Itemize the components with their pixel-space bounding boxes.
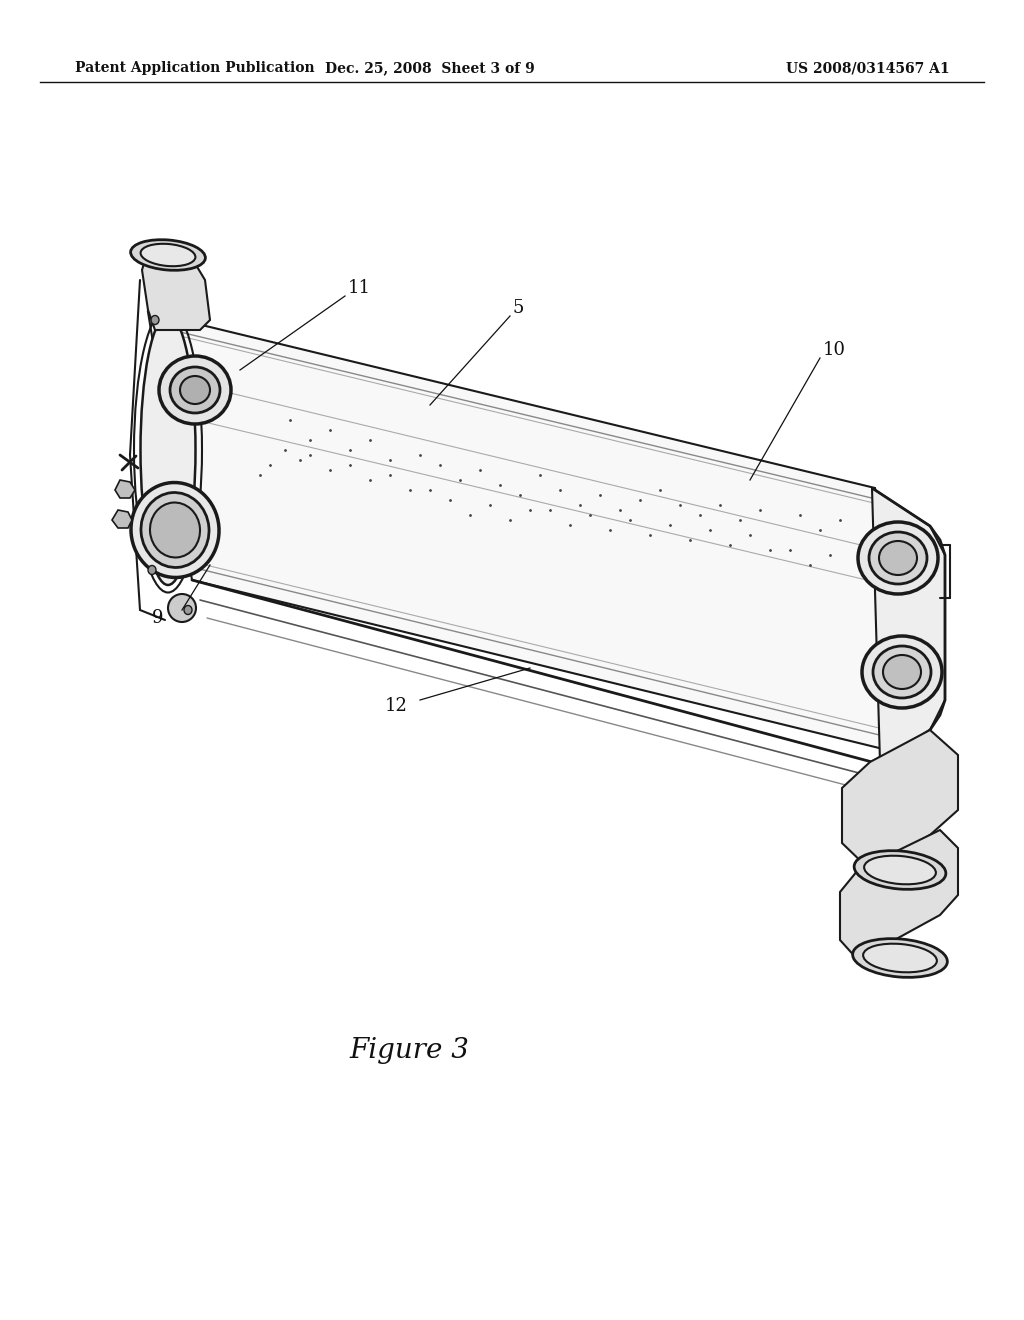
Ellipse shape xyxy=(853,939,947,977)
Ellipse shape xyxy=(883,655,921,689)
Ellipse shape xyxy=(879,541,918,576)
Text: 11: 11 xyxy=(348,279,371,297)
Text: 5: 5 xyxy=(513,300,524,317)
Text: 10: 10 xyxy=(823,341,846,359)
Ellipse shape xyxy=(864,855,936,884)
Ellipse shape xyxy=(168,594,196,622)
Ellipse shape xyxy=(131,483,219,577)
Polygon shape xyxy=(115,480,135,498)
Polygon shape xyxy=(842,730,958,870)
Text: Patent Application Publication: Patent Application Publication xyxy=(75,61,314,75)
Text: 9: 9 xyxy=(152,609,164,627)
Text: US 2008/0314567 A1: US 2008/0314567 A1 xyxy=(786,61,950,75)
Ellipse shape xyxy=(148,565,156,574)
Text: 12: 12 xyxy=(385,697,408,715)
Ellipse shape xyxy=(184,606,193,615)
Ellipse shape xyxy=(869,532,927,583)
Text: Figure 3: Figure 3 xyxy=(349,1036,470,1064)
Polygon shape xyxy=(840,830,958,960)
Ellipse shape xyxy=(862,636,942,708)
Ellipse shape xyxy=(170,367,220,413)
Ellipse shape xyxy=(150,503,200,557)
Ellipse shape xyxy=(151,315,159,325)
Ellipse shape xyxy=(140,315,196,585)
Ellipse shape xyxy=(863,944,937,973)
Polygon shape xyxy=(112,510,132,528)
Ellipse shape xyxy=(140,244,196,267)
Ellipse shape xyxy=(159,356,231,424)
Ellipse shape xyxy=(854,850,946,890)
Polygon shape xyxy=(142,255,210,330)
Ellipse shape xyxy=(131,240,206,271)
Ellipse shape xyxy=(873,645,931,698)
Polygon shape xyxy=(148,312,920,758)
Polygon shape xyxy=(872,488,945,762)
Ellipse shape xyxy=(858,521,938,594)
Ellipse shape xyxy=(141,492,209,568)
Text: Dec. 25, 2008  Sheet 3 of 9: Dec. 25, 2008 Sheet 3 of 9 xyxy=(326,61,535,75)
Ellipse shape xyxy=(180,376,210,404)
